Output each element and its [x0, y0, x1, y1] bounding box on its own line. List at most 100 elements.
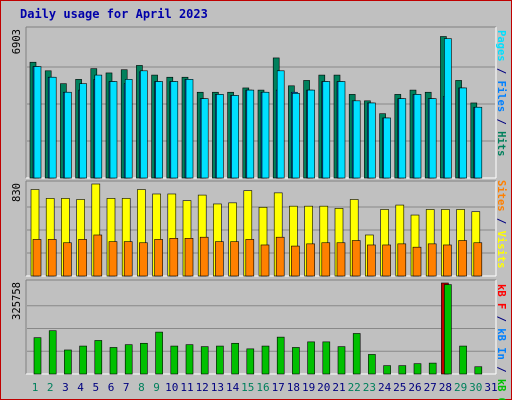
- day-label: 17: [272, 381, 285, 394]
- pages-bar: [170, 81, 179, 179]
- pages-bar: [444, 38, 452, 179]
- pages-bar: [337, 81, 346, 179]
- kbytes-panel-legend-item-0: kB F: [495, 284, 507, 309]
- kbout-bar: [292, 347, 300, 375]
- visits-panel-ymax-label: 830: [11, 183, 23, 202]
- kbout-bar: [200, 346, 209, 375]
- kbout-bar: [322, 341, 331, 375]
- sites-bar: [397, 243, 407, 277]
- kbout-bar: [185, 344, 194, 375]
- day-label: 26: [408, 381, 421, 394]
- kbout-bar: [140, 342, 148, 375]
- kbout-bar: [474, 366, 483, 375]
- sites-bar: [230, 241, 239, 277]
- day-label: 14: [226, 381, 240, 394]
- kbout-bar: [337, 346, 346, 375]
- day-label: 21: [332, 381, 345, 394]
- pages-bar: [413, 94, 422, 179]
- day-label: 27: [424, 381, 437, 394]
- day-label: 4: [77, 381, 84, 394]
- sites-bar: [78, 239, 87, 277]
- kbout-bar: [48, 330, 57, 375]
- pages-bar: [368, 102, 376, 179]
- visits-panel-legend-item-2: Visits: [495, 231, 507, 269]
- day-label: 11: [180, 381, 193, 394]
- sites-bar: [260, 244, 270, 277]
- kbout-bar: [352, 333, 361, 375]
- kbytes-panel-ymax-label: 325758: [11, 282, 23, 320]
- kbout-bar: [307, 341, 315, 375]
- kbytes-panel-background: [26, 280, 496, 374]
- day-label: 3: [62, 381, 69, 394]
- visits-panel-legend: Sites / Visits: [495, 180, 507, 269]
- pages-bar: [48, 76, 57, 179]
- day-label: 8: [138, 381, 145, 394]
- sites-bar: [108, 241, 118, 277]
- kbytes-panel-legend-item-3: /: [495, 360, 507, 379]
- kbout-bar: [276, 336, 285, 375]
- chart-title: Daily usage for April 2023: [20, 7, 208, 21]
- sites-bar: [32, 239, 42, 277]
- pages-bar: [155, 81, 163, 179]
- sites-bar: [458, 240, 467, 277]
- hits-panel-legend: Pages / Files / Hits: [495, 30, 507, 156]
- pages-bar: [322, 81, 331, 179]
- kbout-bar: [216, 345, 224, 375]
- pages-bar: [307, 89, 315, 179]
- day-label: 10: [165, 381, 178, 394]
- pages-bar: [276, 70, 285, 179]
- kbout-bar: [398, 365, 407, 375]
- visits-panel-legend-item-0: Sites: [495, 180, 507, 212]
- hits-panel-legend-item-3: /: [495, 112, 507, 131]
- sites-bar: [63, 242, 72, 277]
- sites-bar: [47, 239, 57, 277]
- day-label: 23: [363, 381, 376, 394]
- day-label: 20: [317, 381, 330, 394]
- pages-bar: [292, 93, 300, 179]
- kbout-bar: [444, 284, 452, 375]
- pages-bar: [140, 70, 148, 179]
- kbout-bar: [428, 362, 437, 375]
- pages-bar: [185, 79, 194, 179]
- day-label: 29: [454, 381, 467, 394]
- day-label: 25: [393, 381, 406, 394]
- day-label: 30: [469, 381, 482, 394]
- pages-bar: [352, 100, 361, 179]
- hits-panel-legend-item-0: Pages: [495, 30, 507, 62]
- kbout-bar: [261, 345, 270, 375]
- kbout-bar: [124, 344, 133, 375]
- pages-bar: [124, 79, 133, 179]
- day-label: 9: [153, 381, 160, 394]
- kbytes-panel-legend-item-1: /: [495, 309, 507, 328]
- pages-bar: [383, 117, 391, 179]
- pages-bar: [474, 106, 483, 179]
- sites-bar: [291, 245, 300, 277]
- sites-bar: [154, 239, 163, 277]
- sites-bar: [443, 244, 452, 277]
- pages-bar: [94, 74, 103, 179]
- day-label: 19: [302, 381, 315, 394]
- hits-panel-legend-item-2: Files: [495, 81, 507, 113]
- pages-bar: [33, 66, 42, 179]
- sites-bar: [306, 243, 315, 277]
- visits-panel-legend-item-1: /: [495, 212, 507, 231]
- pages-bar: [428, 98, 437, 179]
- pages-bar: [231, 95, 239, 179]
- kbout-bar: [231, 342, 239, 375]
- kbout-bar: [79, 345, 87, 375]
- sites-bar: [93, 234, 103, 277]
- sites-bar: [169, 238, 179, 277]
- sites-bar: [245, 239, 255, 277]
- pages-bar: [64, 91, 72, 179]
- sites-bar: [473, 242, 483, 277]
- kbout-bar: [368, 354, 376, 375]
- sites-bar: [427, 243, 437, 277]
- sites-bar: [215, 241, 224, 277]
- pages-bar: [398, 98, 407, 179]
- day-label: 24: [378, 381, 392, 394]
- sites-bar: [123, 241, 133, 277]
- day-label: 12: [196, 381, 209, 394]
- kbout-bar: [246, 348, 255, 375]
- pages-bar: [109, 81, 118, 179]
- day-label: 1: [32, 381, 39, 394]
